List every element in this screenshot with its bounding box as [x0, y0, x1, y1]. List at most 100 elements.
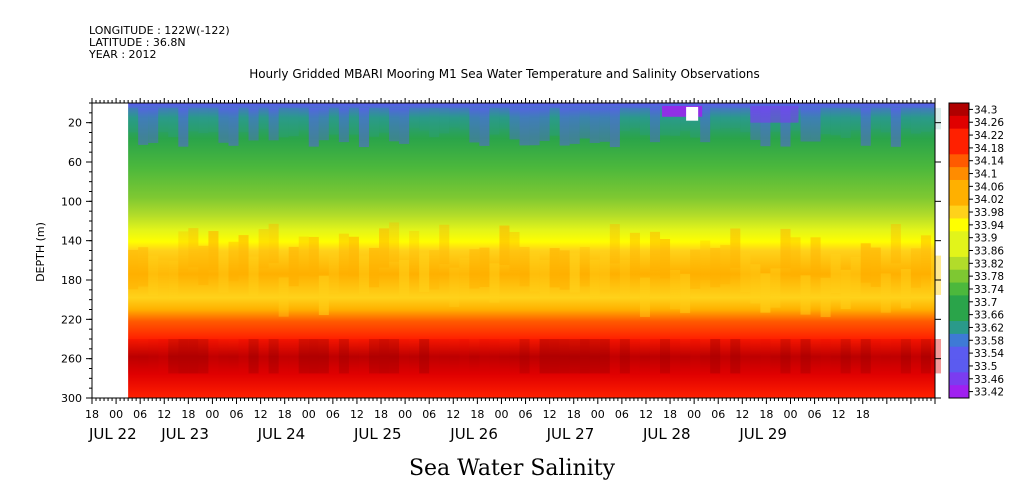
salinity-streak: [900, 107, 911, 129]
salinity-streak: [569, 253, 580, 293]
salinity-streak: [870, 339, 881, 374]
salinity-streak: [158, 259, 169, 300]
salinity-streak: [529, 339, 540, 374]
salinity-streak: [449, 107, 460, 128]
salinity-streak: [629, 232, 640, 273]
salinity-streak: [720, 339, 731, 374]
colorbar-cell: [949, 244, 969, 258]
salinity-streak: [649, 339, 661, 374]
salinity-streak: [328, 107, 339, 135]
x-date-label: JUL 29: [738, 425, 787, 443]
salinity-streak: [128, 339, 139, 374]
salinity-streak: [459, 257, 470, 298]
colorbar-label: 34.22: [974, 130, 1004, 142]
salinity-streak: [629, 339, 640, 374]
salinity-streak: [479, 339, 490, 374]
x-date-label: JUL 23: [160, 425, 209, 443]
salinity-streak: [318, 107, 329, 141]
salinity-streak: [730, 228, 741, 268]
salinity-streak: [298, 236, 309, 276]
colorbar-label: 33.74: [974, 284, 1004, 296]
colorbar-cell: [949, 295, 969, 309]
salinity-streak: [660, 339, 671, 374]
salinity-streak: [920, 235, 931, 275]
salinity-streak: [890, 107, 901, 147]
salinity-streak: [288, 107, 299, 137]
salinity-streak: [399, 107, 410, 144]
x-tick-label: 00: [205, 408, 219, 421]
salinity-streak: [880, 339, 891, 374]
salinity-streak: [178, 231, 189, 271]
salinity-streak: [820, 339, 831, 374]
salinity-streak: [479, 247, 490, 287]
salinity-streak: [519, 339, 530, 374]
x-tick-label: 12: [543, 408, 557, 421]
salinity-streak: [810, 237, 821, 277]
salinity-streak: [228, 339, 239, 374]
salinity-streak: [268, 223, 279, 264]
salinity-streak: [800, 339, 811, 374]
x-tick-label: 06: [808, 408, 822, 421]
salinity-streak: [379, 339, 390, 374]
salinity-streak: [168, 260, 179, 300]
salinity-streak: [760, 273, 771, 313]
salinity-streak: [569, 107, 580, 144]
salinity-streak: [389, 222, 400, 262]
salinity-streak: [549, 107, 560, 136]
salinity-streak: [208, 231, 219, 271]
colorbar-label: 33.42: [974, 387, 1004, 399]
colorbar-label: 33.46: [974, 374, 1004, 386]
salinity-streak: [358, 255, 369, 295]
colorbar-cell: [949, 192, 969, 207]
salinity-streak: [338, 107, 349, 143]
y-tick-label: 20: [68, 117, 82, 130]
latitude-label: LATITUDE : 36.8N: [89, 36, 186, 49]
salinity-streak: [238, 235, 249, 275]
salinity-streak: [660, 239, 671, 279]
salinity-streak: [780, 339, 791, 374]
salinity-streak: [910, 339, 921, 374]
y-tick-label: 300: [61, 392, 82, 405]
salinity-streak: [670, 269, 681, 310]
salinity-streak: [890, 224, 901, 264]
salinity-streak: [900, 339, 911, 374]
salinity-streak: [629, 107, 640, 129]
salinity-streak: [549, 248, 560, 288]
chart-title: Hourly Gridded MBARI Mooring M1 Sea Wate…: [249, 67, 760, 81]
salinity-streak: [920, 107, 931, 132]
salinity-streak: [589, 259, 600, 299]
variable-title: Sea Water Salinity: [409, 456, 616, 481]
colorbar-label: 33.7: [974, 297, 997, 309]
x-tick-label: 12: [350, 408, 364, 421]
colorbar-label: 34.18: [974, 143, 1004, 155]
salinity-streak: [880, 273, 891, 313]
x-tick-label: 00: [494, 408, 508, 421]
salinity-streak: [248, 339, 259, 374]
salinity-streak: [449, 339, 460, 374]
salinity-streak: [469, 107, 480, 143]
salinity-streak: [529, 252, 540, 292]
salinity-streak: [930, 339, 942, 374]
x-tick-label: 18: [85, 408, 99, 421]
salinity-streak: [198, 245, 209, 286]
salinity-streak: [509, 339, 520, 374]
salinity-streak: [680, 339, 691, 374]
colorbar-cell: [949, 321, 969, 335]
x-tick-label: 00: [783, 408, 797, 421]
salinity-streak: [860, 107, 871, 146]
salinity-streak: [810, 339, 821, 374]
colorbar-label: 34.26: [974, 117, 1004, 129]
colorbar-cell: [949, 218, 969, 232]
salinity-streak: [690, 339, 701, 374]
salinity-streak: [900, 269, 911, 309]
x-tick-label: 06: [133, 408, 147, 421]
salinity-streak: [409, 107, 420, 128]
salinity-streak: [429, 250, 440, 290]
x-tick-label: 18: [374, 408, 388, 421]
salinity-streak: [579, 246, 590, 287]
salinity-streak: [489, 339, 500, 374]
salinity-streak: [680, 273, 691, 314]
salinity-streak: [218, 107, 229, 143]
salinity-streak: [850, 339, 861, 374]
